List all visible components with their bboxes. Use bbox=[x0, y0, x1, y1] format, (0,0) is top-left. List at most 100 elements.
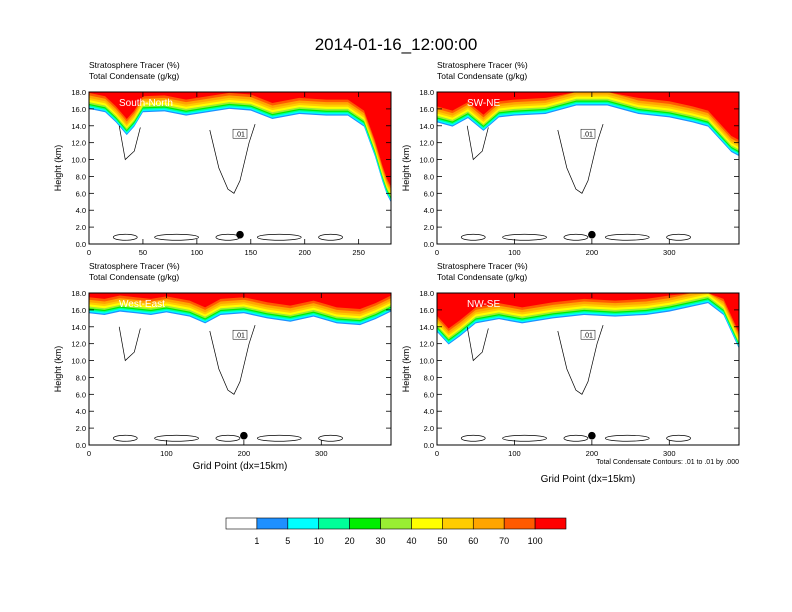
y-tick-label: 10.0 bbox=[419, 156, 434, 165]
low-cloud-contour bbox=[502, 233, 547, 241]
location-marker bbox=[588, 230, 596, 239]
low-cloud-contour bbox=[563, 434, 589, 442]
low-cloud-contour bbox=[502, 434, 547, 442]
y-tick-label: 4.0 bbox=[76, 206, 86, 215]
y-tick-label: 0.0 bbox=[76, 441, 86, 450]
plot-frame bbox=[436, 292, 740, 446]
y-tick-label: 8.0 bbox=[424, 172, 434, 181]
low-cloud-contour bbox=[318, 233, 343, 241]
low-cloud-contour bbox=[112, 434, 138, 442]
location-marker bbox=[236, 230, 244, 239]
y-tick-label: 2.0 bbox=[76, 223, 86, 232]
low-cloud-contour bbox=[112, 233, 138, 241]
y-tick-label: 12.0 bbox=[71, 139, 86, 148]
colorbar: 1 5 10 20 30 40 50 60 70 100 bbox=[225, 517, 567, 546]
panel-subtitle: Total Condensate (g/kg) bbox=[437, 71, 527, 81]
x-tick-label: 200 bbox=[586, 449, 599, 458]
x-tick-label: 0 bbox=[87, 449, 91, 458]
contour-label-box bbox=[232, 128, 248, 139]
colorbar-label: 70 bbox=[499, 536, 509, 546]
low-cloud-contour bbox=[154, 233, 199, 241]
colorbar-label: 40 bbox=[406, 536, 416, 546]
location-marker bbox=[588, 431, 596, 440]
tracer-level-8 bbox=[437, 92, 739, 146]
x-tick-label: 300 bbox=[663, 248, 676, 257]
condensate-contours bbox=[460, 324, 691, 442]
contour-line bbox=[209, 324, 256, 395]
y-axis-label: Height (km) bbox=[53, 346, 63, 393]
y-axis-label: Height (km) bbox=[401, 346, 411, 393]
condensate-contours bbox=[460, 123, 691, 241]
colorbar-swatch bbox=[411, 517, 443, 530]
panel-title: NW-SE bbox=[467, 299, 500, 310]
contour-label: .01 bbox=[583, 333, 593, 340]
plot-frame bbox=[436, 91, 740, 245]
low-cloud-contour bbox=[256, 233, 302, 241]
contour-label: .01 bbox=[235, 333, 245, 340]
tracer-level-10 bbox=[437, 92, 739, 141]
low-cloud-contour bbox=[256, 434, 302, 442]
y-tick-label: 10.0 bbox=[71, 357, 86, 366]
y-tick-label: 12.0 bbox=[419, 139, 434, 148]
x-tick-label: 100 bbox=[191, 248, 204, 257]
x-tick-label: 200 bbox=[298, 248, 311, 257]
y-tick-label: 16.0 bbox=[419, 105, 434, 114]
colorbar-label: 100 bbox=[528, 536, 543, 546]
tracer-field bbox=[89, 293, 391, 326]
panel-subtitle: Stratosphere Tracer (%) bbox=[89, 60, 180, 70]
colorbar-swatch bbox=[225, 517, 258, 530]
colorbar-swatch bbox=[287, 517, 320, 530]
y-tick-label: 16.0 bbox=[71, 306, 86, 315]
y-tick-label: 18.0 bbox=[419, 289, 434, 298]
colorbar-swatch bbox=[256, 517, 289, 530]
x-tick-label: 0 bbox=[87, 248, 91, 257]
y-tick-label: 14.0 bbox=[419, 323, 434, 332]
tracer-field bbox=[437, 293, 739, 349]
contour-label: .01 bbox=[235, 132, 245, 139]
y-tick-label: 4.0 bbox=[424, 206, 434, 215]
x-tick-label: 100 bbox=[508, 248, 521, 257]
x-tick-label: 250 bbox=[352, 248, 365, 257]
figure-title: 2014-01-16_12:00:00 bbox=[315, 35, 478, 54]
contour-line bbox=[118, 326, 141, 362]
y-tick-label: 18.0 bbox=[71, 289, 86, 298]
panel-3: .01 0.0 2.0 4.0 6.0 8.0 10.0 12.0 14.0 16.0 18.0 0 1… bbox=[53, 261, 392, 472]
y-tick-label: 6.0 bbox=[424, 189, 434, 198]
colorbar-swatch bbox=[503, 517, 536, 530]
x-tick-label: 200 bbox=[238, 449, 251, 458]
low-cloud-contour bbox=[604, 233, 650, 241]
y-tick-label: 0.0 bbox=[76, 240, 86, 249]
colorbar-swatch bbox=[380, 517, 412, 530]
low-cloud-contour bbox=[604, 434, 650, 442]
panel-subtitle: Stratosphere Tracer (%) bbox=[437, 261, 528, 271]
panel-4: .01 0.0 2.0 4.0 6.0 8.0 10.0 12.0 14.0 16.0 18.0 0 1… bbox=[401, 261, 740, 485]
y-tick-label: 16.0 bbox=[71, 105, 86, 114]
contour-label-box bbox=[580, 128, 596, 139]
tracer-level-7 bbox=[437, 92, 739, 148]
y-axis-label: Height (km) bbox=[401, 145, 411, 192]
colorbar-label: 60 bbox=[468, 536, 478, 546]
panel-title: South-North bbox=[119, 98, 173, 109]
y-tick-label: 16.0 bbox=[419, 306, 434, 315]
low-cloud-contour bbox=[666, 434, 691, 442]
y-tick-label: 2.0 bbox=[424, 424, 434, 433]
location-marker bbox=[240, 431, 248, 440]
y-tick-label: 12.0 bbox=[419, 340, 434, 349]
condensate-contours bbox=[112, 123, 343, 241]
low-cloud-contour bbox=[460, 434, 486, 442]
y-tick-label: 12.0 bbox=[71, 340, 86, 349]
panel-subtitle: Total Condensate (g/kg) bbox=[89, 272, 179, 282]
x-tick-label: 300 bbox=[663, 449, 676, 458]
contour-label-box bbox=[580, 329, 596, 340]
y-tick-label: 14.0 bbox=[71, 323, 86, 332]
y-tick-label: 2.0 bbox=[76, 424, 86, 433]
colorbar-label: 10 bbox=[314, 536, 324, 546]
low-cloud-contour bbox=[154, 434, 199, 442]
colorbar-label: 1 bbox=[254, 536, 259, 546]
y-tick-label: 4.0 bbox=[76, 407, 86, 416]
colorbar-label: 30 bbox=[376, 536, 386, 546]
contour-line bbox=[466, 125, 489, 161]
tracer-field bbox=[437, 92, 739, 157]
low-cloud-contour bbox=[666, 233, 691, 241]
